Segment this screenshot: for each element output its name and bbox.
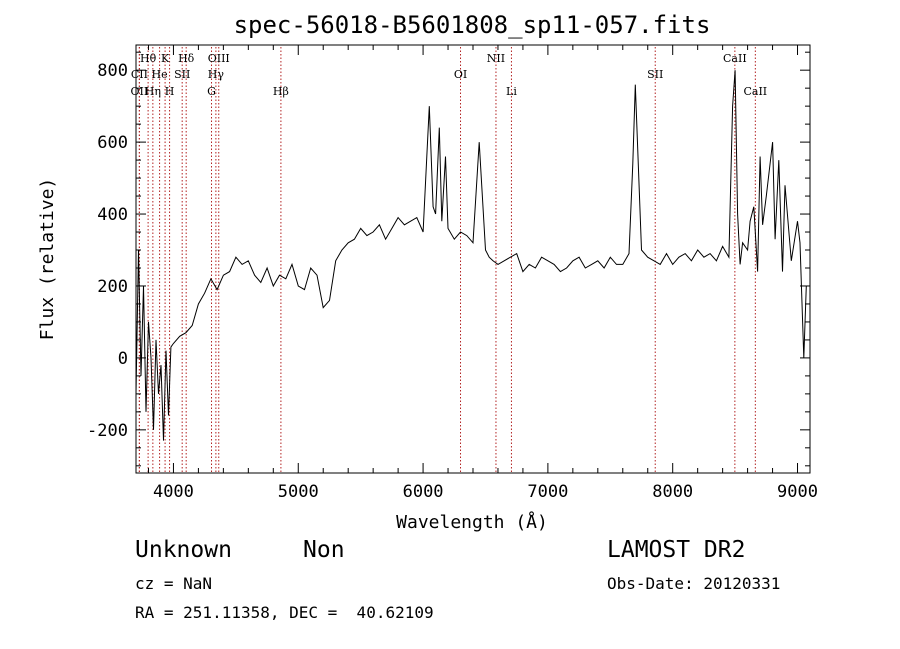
spectral-line-label: SII: [647, 68, 663, 81]
spectral-line-label: OIII: [208, 52, 230, 65]
observation-date: Obs-Date: 20120331: [607, 574, 781, 593]
y-axis-label: Flux (relative): [37, 178, 58, 341]
survey-name: LAMOST DR2: [607, 537, 746, 563]
x-tick-labels: 4000 5000 6000 7000 8000 9000: [153, 482, 818, 502]
x-axis-label: Wavelength (Å): [396, 511, 548, 533]
spectral-line-label: Hγ: [208, 68, 225, 81]
spectral-line-label: Hβ: [273, 85, 289, 98]
spectral-line-label: H: [165, 85, 175, 98]
y-tick-label: 0: [118, 349, 128, 369]
spectral-line-label: NII: [487, 52, 505, 65]
x-tick-label: 9000: [777, 482, 818, 502]
x-tick-label: 5000: [278, 482, 319, 502]
spectral-line-markers: [138, 47, 756, 473]
y-tick-label: 400: [97, 205, 128, 225]
object-class: Unknown: [135, 537, 232, 563]
spectral-line-label: Hδ: [178, 52, 195, 65]
spectral-line-label: OI: [454, 68, 467, 81]
spectral-line-label: OII: [131, 85, 149, 98]
spectral-line-label: SII: [174, 68, 190, 81]
x-tick-label: 7000: [527, 482, 568, 502]
y-tick-label: 200: [97, 277, 128, 297]
spectral-line-label: G: [207, 85, 216, 98]
spectral-line-label: Li: [506, 85, 517, 98]
y-tick-label: -200: [87, 421, 128, 441]
object-subclass: Non: [303, 537, 345, 563]
x-tick-label: 6000: [403, 482, 444, 502]
spectral-line-label: CaII: [743, 85, 767, 98]
spectral-line-label: Hθ: [140, 52, 157, 65]
spectral-line-label: Hη: [145, 85, 161, 98]
y-tick-label: 800: [97, 61, 128, 81]
redshift-cz: cz = NaN: [135, 574, 213, 593]
spectral-line-label: CII: [131, 68, 148, 81]
chart-title: spec-56018-B5601808_sp11-057.fits: [234, 11, 711, 39]
axis-ticks: [136, 45, 810, 473]
spectral-line-label: K: [161, 52, 170, 65]
y-tick-labels: -200 0 200 400 600 800: [87, 61, 128, 441]
y-tick-label: 600: [97, 133, 128, 153]
spectrum-line: [135, 70, 807, 441]
x-tick-label: 4000: [153, 482, 194, 502]
spectral-line-label: CaII: [723, 52, 747, 65]
x-tick-label: 8000: [652, 482, 693, 502]
spectral-line-label: He: [152, 68, 168, 81]
ra-dec-coordinates: RA = 251.11358, DEC = 40.62109: [135, 603, 434, 622]
